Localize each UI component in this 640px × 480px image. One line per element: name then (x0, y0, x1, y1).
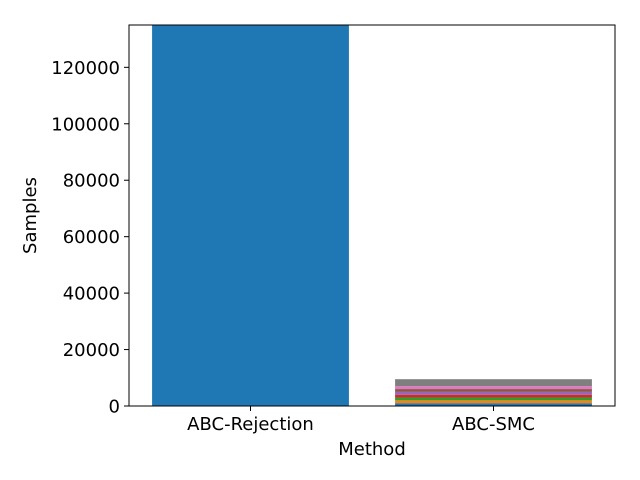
plot-frame (128, 24, 616, 407)
bar-segment (152, 25, 349, 406)
y-tick-label: 120000 (51, 58, 120, 79)
bar-segment (395, 400, 592, 404)
y-tick-label: 0 (109, 397, 120, 418)
x-tick-label: ABC-SMC (452, 414, 535, 435)
bar-abc-smc (395, 379, 592, 406)
bar-abc-rejection (152, 25, 349, 406)
y-tick-label: 60000 (63, 227, 120, 248)
bars-layer (152, 25, 592, 406)
y-tick-label: 40000 (63, 284, 120, 305)
x-axis-ticks: ABC-Rejection ABC-SMC (187, 406, 535, 435)
bar-segment (395, 397, 592, 401)
y-tick-label: 20000 (63, 340, 120, 361)
bar-segment (395, 379, 592, 387)
y-axis-ticks: 0 20000 40000 60000 80000 100000 120000 (51, 58, 129, 418)
y-axis-label: Samples (20, 177, 41, 254)
bar-segment (395, 391, 592, 395)
bar-segment (395, 389, 592, 392)
bar-segment (395, 394, 592, 398)
bar-segment (395, 403, 592, 406)
y-tick-label: 80000 (63, 171, 120, 192)
y-tick-label: 100000 (51, 114, 120, 135)
x-tick-label: ABC-Rejection (187, 414, 314, 435)
bar-segment (395, 386, 592, 390)
x-axis-label: Method (338, 439, 406, 460)
